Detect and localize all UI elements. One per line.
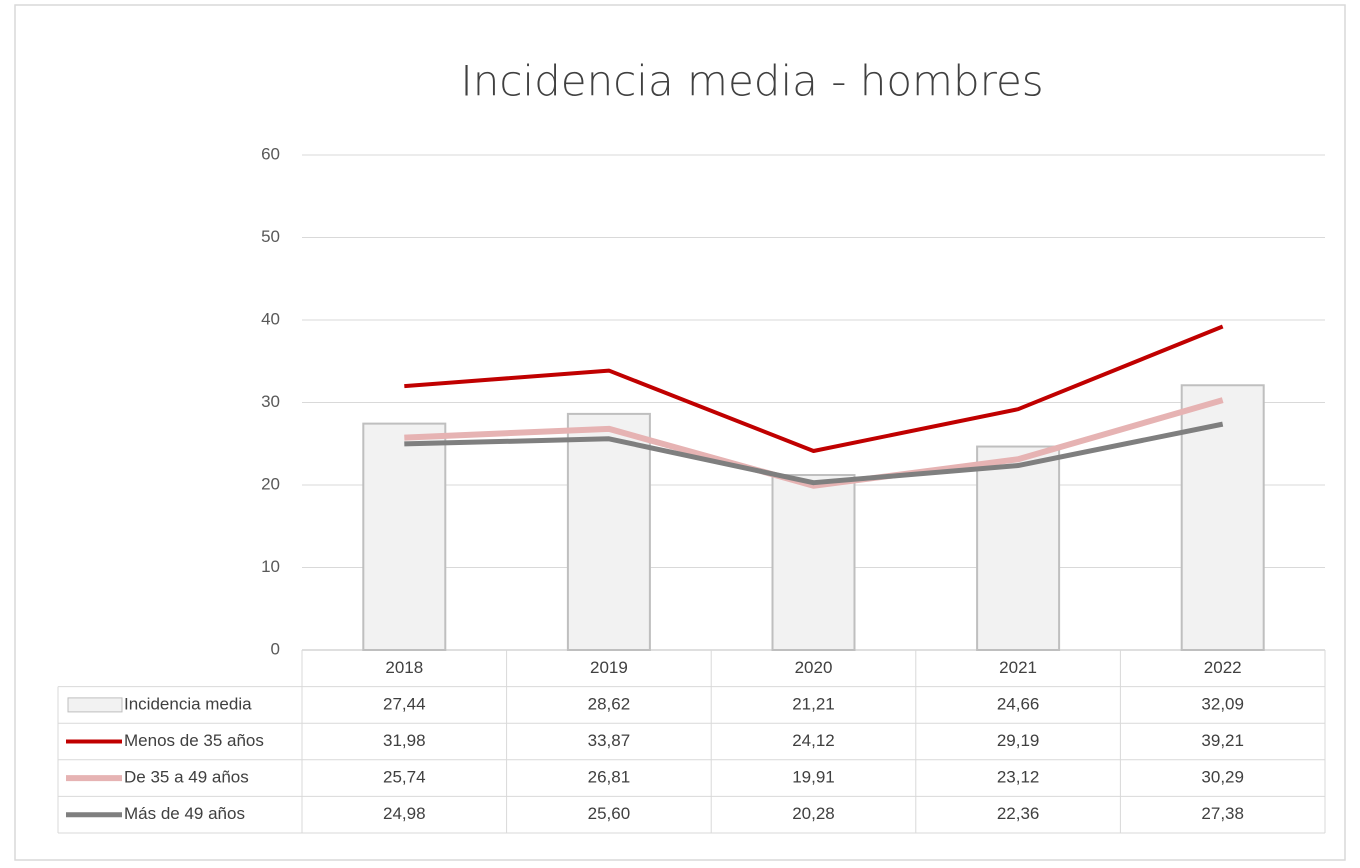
table-value: 27,44 <box>383 694 426 713</box>
table-value: 20,28 <box>792 804 835 823</box>
table-value: 28,62 <box>588 694 631 713</box>
legend-label: De 35 a 49 años <box>124 768 249 787</box>
table-value: 19,91 <box>792 768 835 787</box>
table-value: 27,38 <box>1201 804 1244 823</box>
table-value: 30,29 <box>1201 768 1244 787</box>
x-tick-label: 2021 <box>999 658 1037 677</box>
line <box>404 421 1224 486</box>
bar <box>566 412 651 652</box>
y-tick-label: 0 <box>271 639 280 658</box>
table-value: 26,81 <box>588 768 631 787</box>
table-value: 32,09 <box>1201 694 1244 713</box>
line <box>404 397 1224 489</box>
table-value: 33,87 <box>588 731 631 750</box>
table-value: 24,98 <box>383 804 426 823</box>
chart-title: Incidencia media - hombres <box>460 57 1043 106</box>
line <box>404 324 1224 454</box>
x-tick-label: 2022 <box>1204 658 1242 677</box>
legend-label: Menos de 35 años <box>124 731 264 750</box>
table-value: 31,98 <box>383 731 426 750</box>
y-tick-label: 40 <box>261 309 280 328</box>
table-value: 24,12 <box>792 731 835 750</box>
table-value: 24,66 <box>997 694 1040 713</box>
table-value: 39,21 <box>1201 731 1244 750</box>
legend-key <box>67 697 123 713</box>
y-tick-label: 60 <box>261 144 280 163</box>
table-value: 22,36 <box>997 804 1040 823</box>
table-value: 25,74 <box>383 768 426 787</box>
table-value: 29,19 <box>997 731 1040 750</box>
table-value: 21,21 <box>792 694 835 713</box>
x-tick-label: 2018 <box>385 658 423 677</box>
y-tick-label: 10 <box>261 557 280 576</box>
x-tick-label: 2020 <box>795 658 833 677</box>
table-value: 25,60 <box>588 804 631 823</box>
bar <box>362 422 447 651</box>
legend-label: Más de 49 años <box>124 804 245 823</box>
bar <box>771 474 856 651</box>
bar <box>976 445 1061 651</box>
chart-border <box>14 4 1346 861</box>
y-tick-label: 30 <box>261 392 280 411</box>
y-tick-label: 50 <box>261 227 280 246</box>
y-tick-label: 20 <box>261 474 280 493</box>
bar <box>1180 384 1265 651</box>
table-value: 23,12 <box>997 768 1040 787</box>
legend-label: Incidencia media <box>124 694 252 713</box>
x-tick-label: 2019 <box>590 658 628 677</box>
